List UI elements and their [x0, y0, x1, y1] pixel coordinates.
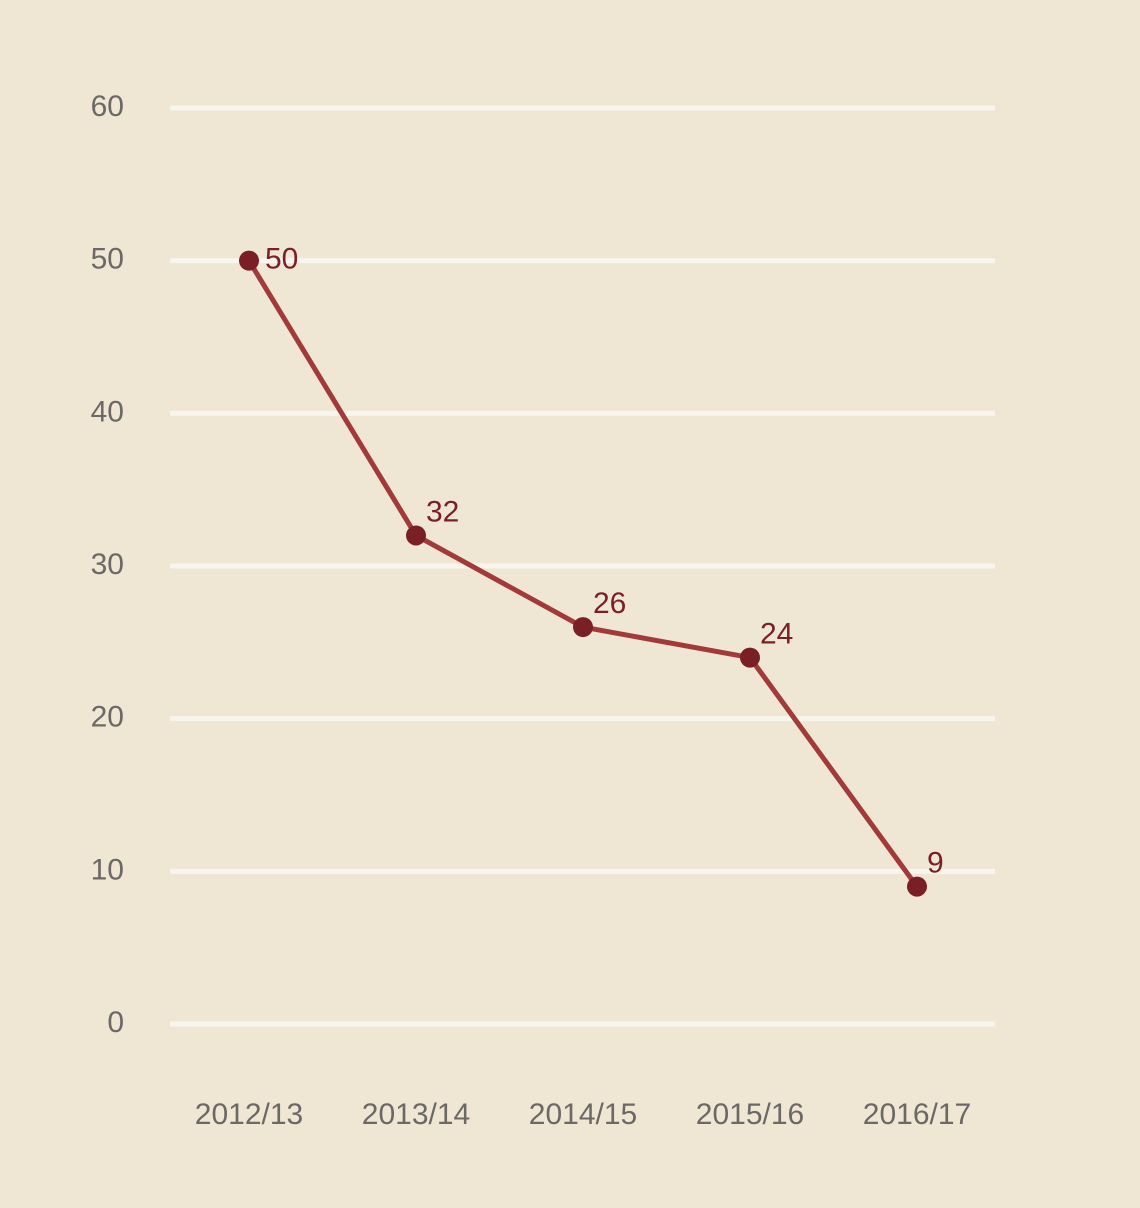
marker	[239, 250, 259, 271]
y-tick-label: 50	[91, 243, 124, 276]
value-label: 9	[927, 847, 944, 880]
y-tick-label: 20	[91, 701, 124, 734]
marker	[573, 617, 593, 638]
value-label: 32	[426, 495, 459, 528]
y-tick-label: 10	[91, 853, 124, 886]
x-tick-label: 2016/17	[863, 1098, 971, 1131]
marker	[907, 876, 927, 897]
x-tick-label: 2013/14	[362, 1098, 470, 1131]
y-tick-label: 60	[91, 90, 124, 123]
value-label: 50	[265, 243, 298, 276]
y-tick-label: 0	[107, 1006, 124, 1039]
value-label: 26	[593, 587, 626, 620]
marker	[406, 525, 426, 546]
x-tick-label: 2015/16	[696, 1098, 804, 1131]
y-tick-label: 30	[91, 548, 124, 581]
marker	[740, 647, 760, 668]
x-tick-label: 2014/15	[529, 1098, 637, 1131]
x-tick-label: 2012/13	[195, 1098, 303, 1131]
y-tick-label: 40	[91, 395, 124, 428]
value-label: 24	[760, 618, 793, 651]
